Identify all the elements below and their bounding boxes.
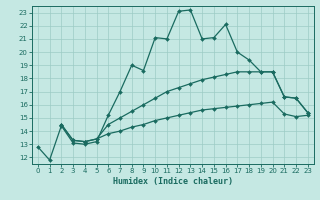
X-axis label: Humidex (Indice chaleur): Humidex (Indice chaleur) <box>113 177 233 186</box>
